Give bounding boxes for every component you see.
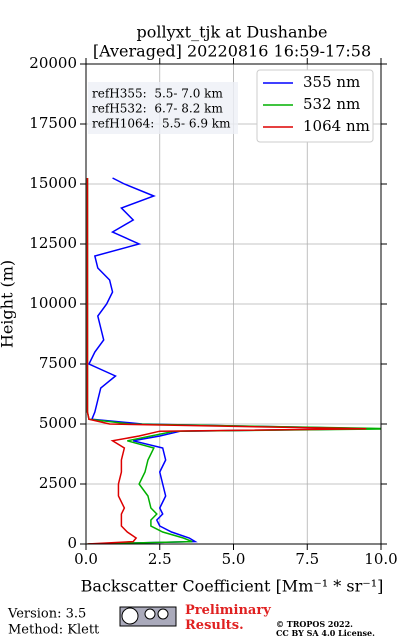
x-axis-label: Backscatter Coefficient [Mm⁻¹ * sr⁻¹] <box>81 577 384 596</box>
y-tick-label: 20000 <box>29 54 77 72</box>
chart-subtitle: [Averaged] 20220816 16:59-17:58 <box>93 42 371 61</box>
annotation-box <box>88 82 238 134</box>
annotation: refH532: 6.7- 8.2 km <box>92 102 223 116</box>
x-tick-label: 10.0 <box>364 550 397 568</box>
y-axis-label: Height (m) <box>0 260 17 348</box>
annotation: refH355: 5.5- 7.0 km <box>92 87 223 101</box>
profile-line <box>86 178 381 544</box>
y-tick-label: 10000 <box>29 294 77 312</box>
cc-logo <box>119 606 177 627</box>
annotation: refH1064: 5.5- 6.9 km <box>92 117 231 131</box>
x-tick-label: 5.0 <box>222 550 246 568</box>
copyright: © TROPOS 2022. <box>276 619 353 629</box>
y-tick-label: 7500 <box>39 354 77 372</box>
profile-line <box>86 178 367 544</box>
y-tick-label: 2500 <box>39 474 77 492</box>
method: Method: Klett <box>8 623 100 638</box>
legend-label: 355 nm <box>303 73 360 91</box>
y-tick-label: 15000 <box>29 174 77 192</box>
version: Version: 3.5 <box>7 607 86 622</box>
profile-line <box>87 177 376 544</box>
chart-title: pollyxt_tjk at Dushanbe <box>136 23 327 42</box>
x-tick-label: 0.0 <box>74 550 98 568</box>
y-tick-label: 12500 <box>29 234 77 252</box>
x-tick-label: 7.5 <box>295 550 319 568</box>
plot-frame <box>85 63 382 545</box>
plot-lines <box>86 177 381 544</box>
y-tick-label: 17500 <box>29 114 77 132</box>
y-tick-label: 5000 <box>39 414 77 432</box>
preliminary: Preliminary Results. <box>185 603 271 633</box>
legend-label: 532 nm <box>303 95 360 113</box>
x-tick-label: 2.5 <box>148 550 172 568</box>
license: CC BY SA 4.0 License. <box>276 628 375 638</box>
legend-box <box>256 69 374 143</box>
y-tick-label: 0 <box>67 534 77 552</box>
legend-label: 1064 nm <box>303 117 370 135</box>
